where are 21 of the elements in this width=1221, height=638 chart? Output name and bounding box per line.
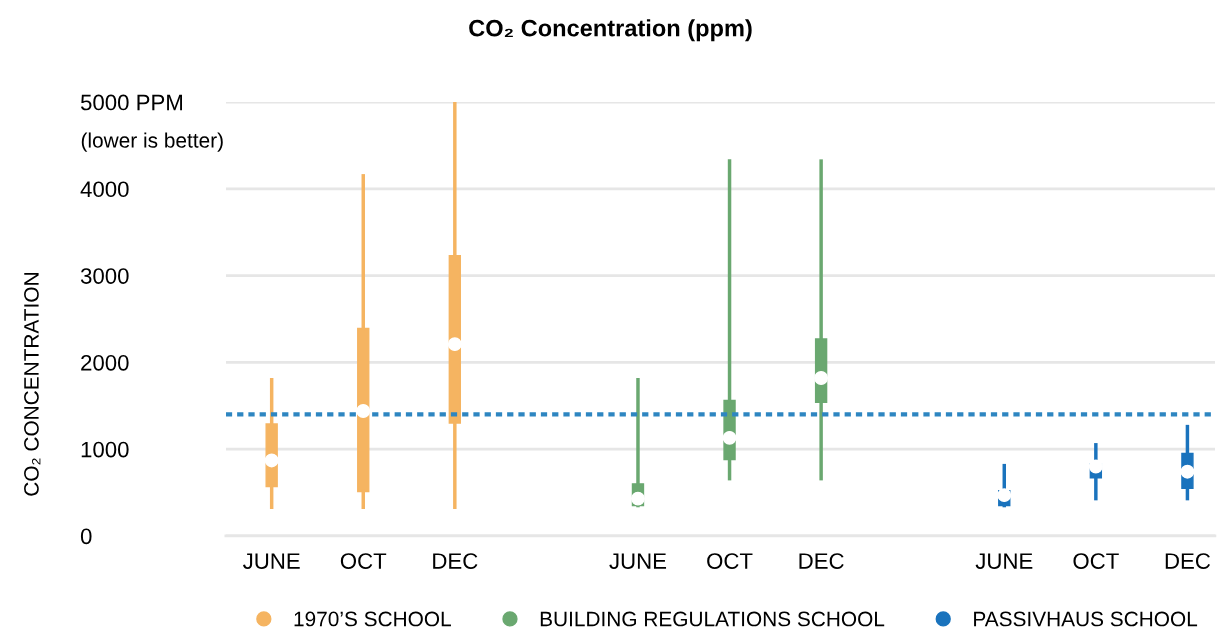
x-tick-label: JUNE [975, 553, 1033, 569]
y-tick-label: 0 [80, 528, 92, 545]
x-tick-label: OCT [707, 553, 753, 569]
y-tick-label: 2000 [81, 354, 129, 371]
y-tick-label: 3000 [80, 268, 129, 284]
legend-label: PASSIVHAUS SCHOOL [974, 611, 1198, 627]
y-axis-title: CO₂ CONCENTRATION [24, 273, 41, 496]
y-tick-label: 1000 [81, 441, 129, 458]
x-tick-label: JUNE [243, 553, 300, 569]
y-tick-label: 5000 PPM [80, 94, 182, 111]
x-tick-label: OCT [340, 553, 387, 569]
text: (lower is better) [81, 132, 223, 152]
legend-label: 1970’S SCHOOL [294, 611, 451, 627]
y-tick-label: 4000 [80, 181, 129, 198]
x-tick-label: DEC [433, 553, 478, 569]
legend-label: BUILDING REGULATIONS SCHOOL [540, 611, 885, 627]
x-tick-label: JUNE [609, 553, 667, 569]
x-tick-label: DEC [799, 553, 844, 569]
x-tick-label: DEC [1165, 553, 1211, 569]
chart-title: CO₂ Concentration (ppm) [469, 19, 752, 42]
x-tick-label: OCT [1073, 553, 1119, 569]
